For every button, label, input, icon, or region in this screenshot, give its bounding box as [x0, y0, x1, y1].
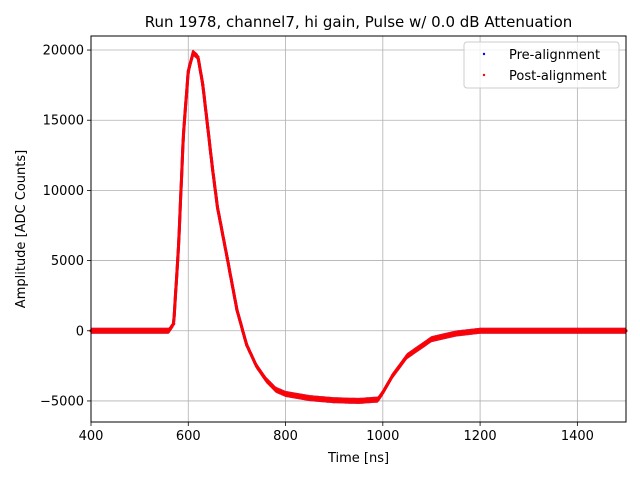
ticks: 400 600 800 1000 1200 1400 −5000 0 5000 10000 1500… [40, 44, 594, 444]
y-tick-label: −5000 [40, 394, 84, 409]
chart-title: Run 1978, channel7, hi gain, Pulse w/ 0.… [145, 13, 573, 31]
y-tick-label: 20000 [43, 44, 84, 59]
legend-marker-pre-alignment [482, 52, 486, 56]
legend-label-post-alignment: Post-alignment [509, 69, 607, 84]
legend: Pre-alignment Post-alignment [463, 41, 620, 89]
x-tick-label: 1000 [366, 429, 399, 444]
series-post-alignment [89, 49, 628, 404]
y-tick-label: 0 [76, 324, 84, 339]
y-axis-label: Amplitude [ADC Counts] [14, 150, 29, 308]
x-tick-label: 600 [176, 429, 201, 444]
plot-area [91, 36, 626, 422]
x-axis-label: Time [ns] [327, 451, 389, 466]
y-tick-label: 5000 [51, 254, 84, 269]
plot-frame [90, 35, 627, 423]
series-line [91, 50, 626, 403]
x-tick-label: 400 [79, 429, 104, 444]
grid [90, 36, 626, 422]
x-tick-label: 1400 [561, 429, 594, 444]
legend-marker-post-alignment [482, 73, 486, 77]
x-tick-label: 1200 [464, 429, 497, 444]
series-layer [89, 49, 628, 404]
y-tick-label: 10000 [43, 184, 84, 199]
x-tick-label: 800 [273, 429, 298, 444]
legend-label-pre-alignment: Pre-alignment [509, 48, 600, 63]
y-tick-label: 15000 [43, 114, 84, 129]
legend-box [463, 41, 620, 89]
